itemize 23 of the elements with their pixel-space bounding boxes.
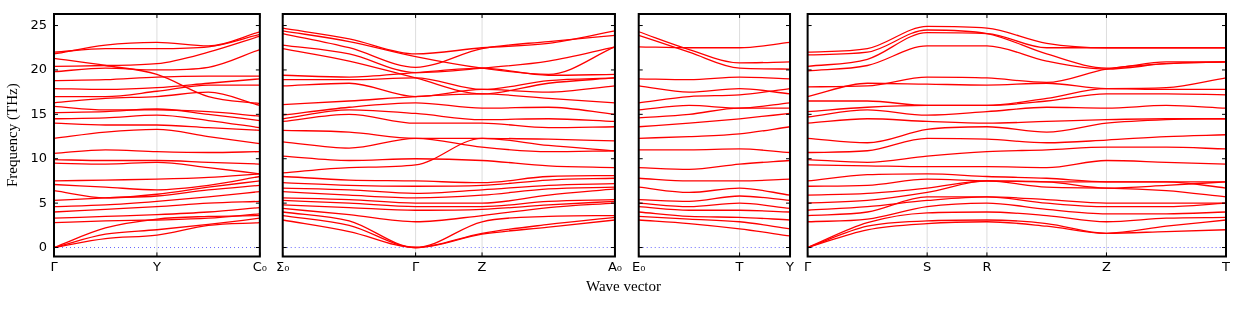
- x-tick-label: Z: [477, 258, 487, 274]
- x-tick-label: Y: [151, 258, 161, 274]
- y-tick-label: 10: [30, 150, 47, 166]
- y-tick-label: 0: [38, 238, 47, 254]
- x-tick-label: T: [1221, 258, 1231, 274]
- x-tick-label: Σ₀: [275, 258, 290, 274]
- x-tick-label: A₀: [607, 258, 622, 274]
- y-tick-label: 5: [38, 194, 47, 210]
- x-tick-label: Γ: [804, 258, 812, 274]
- x-tick-label: E₀: [631, 258, 646, 274]
- x-tick-label: Γ: [50, 258, 59, 274]
- x-tick-label: S: [923, 258, 932, 274]
- x-tick-label: T: [734, 258, 744, 274]
- x-axis-title: Wave vector: [585, 278, 662, 295]
- x-tick-label: Z: [1102, 258, 1112, 274]
- y-tick-label: 25: [30, 16, 47, 32]
- y-tick-label: 15: [30, 105, 47, 121]
- y-axis-title: Frequency (THz): [3, 83, 21, 188]
- y-tick-label: 20: [30, 61, 47, 77]
- x-tick-label: R: [982, 258, 992, 274]
- x-tick-label: Γ: [411, 258, 420, 274]
- x-tick-label: Y: [785, 258, 795, 274]
- x-tick-label: C₀: [252, 258, 267, 274]
